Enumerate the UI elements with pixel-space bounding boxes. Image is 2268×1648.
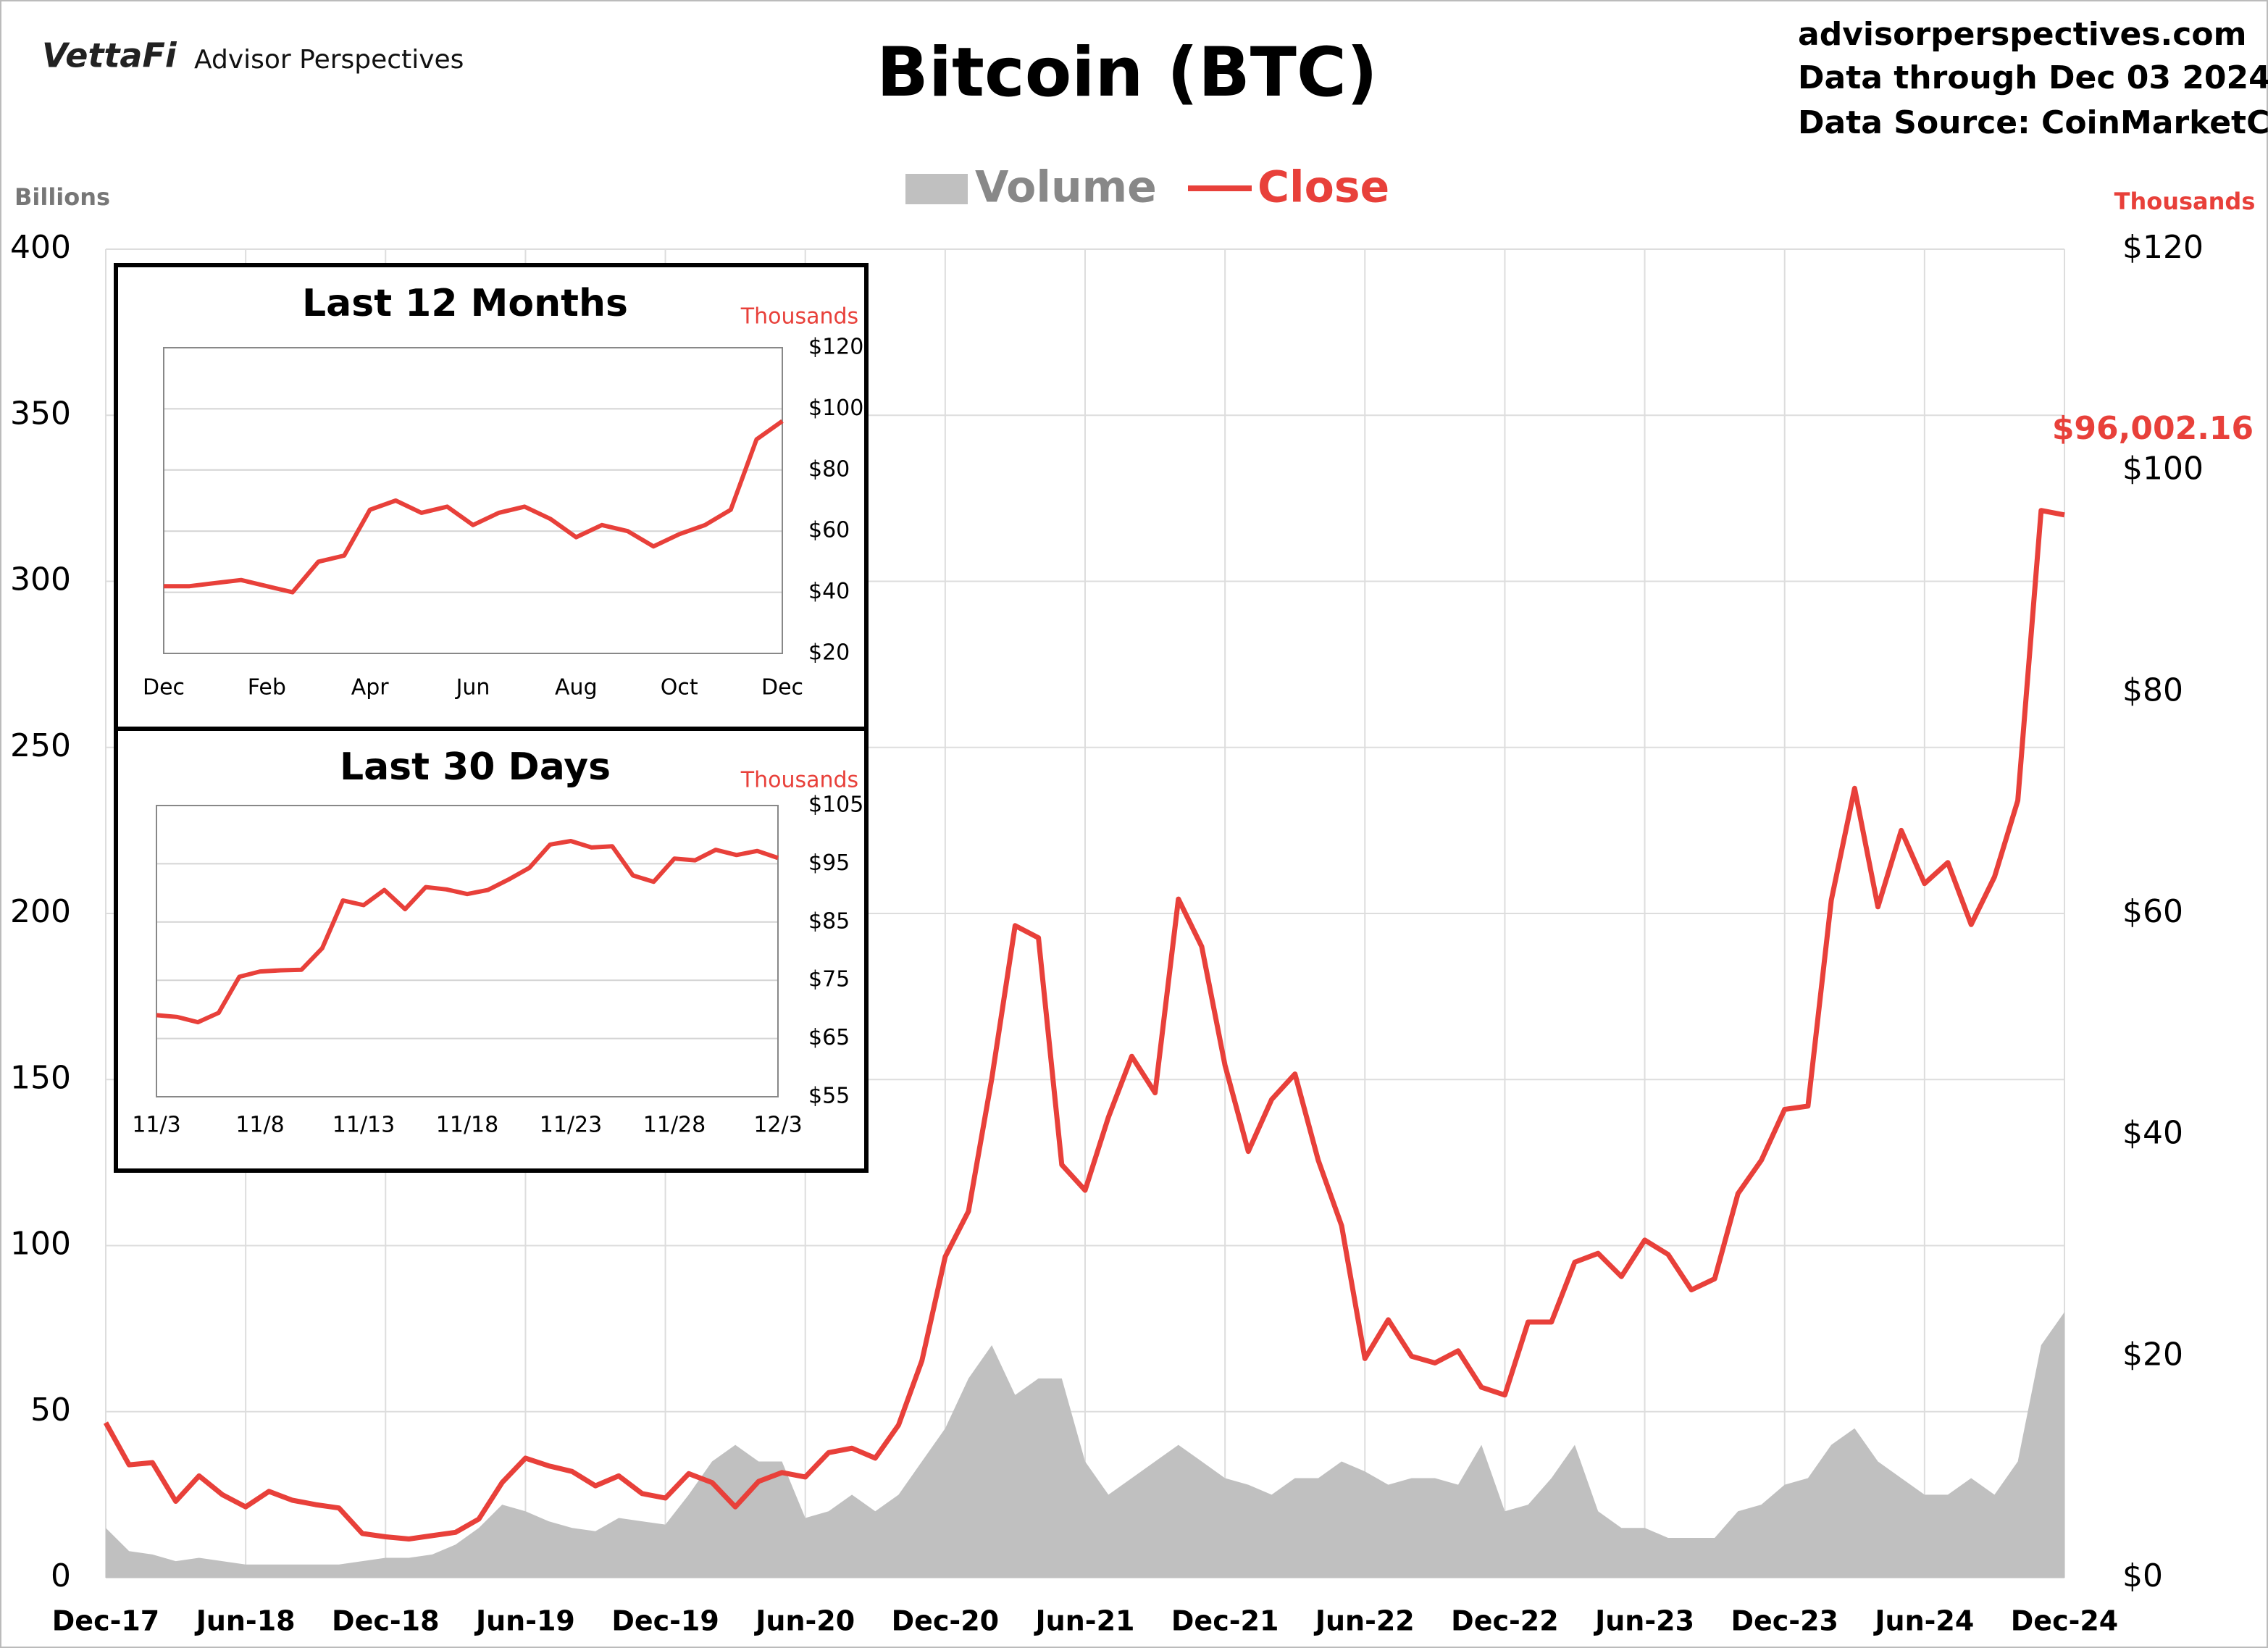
x-tick-label: Jun-24 [1872,1605,1974,1637]
y-tick-label: $65 [808,1025,850,1050]
x-tick-label: Dec-24 [2011,1605,2119,1637]
y-tick-label: 50 [30,1392,71,1429]
x-tick-label: 12/3 [753,1113,802,1138]
inset-y-label: Thousands [740,304,858,330]
chart-title: Bitcoin (BTC) [876,33,1378,112]
data-source: Data Source: CoinMarketCap [1798,104,2268,141]
x-tick-label: Jun-19 [474,1605,575,1637]
close-line [103,508,2065,1542]
close-line [164,419,784,595]
y-tick-label: $95 [808,850,850,876]
x-tick-label: Jun-20 [753,1605,855,1637]
site: advisorperspectives.com [1798,16,2246,53]
plot-border [156,805,779,1097]
inset-box [114,727,869,1173]
x-tick-label: 11/28 [643,1113,706,1138]
x-tick-label: Jun-21 [1034,1605,1135,1637]
y2-axis-label: Thousands [2114,188,2256,215]
x-tick-label: Jun-18 [194,1605,296,1637]
y2-tick-label: $60 [2122,893,2183,930]
x-tick-label: Dec [761,675,803,700]
x-tick-label: 11/3 [132,1113,180,1138]
legend-label: Volume [975,162,1157,213]
y2-tick-label: $80 [2122,672,2183,708]
y-tick-label: $60 [808,518,850,543]
x-tick-label: Dec-20 [892,1605,1000,1637]
data-through: Data through Dec 03 2024 [1798,59,2268,96]
x-tick-label: Jun-23 [1593,1605,1694,1637]
x-tick-label: 11/8 [235,1113,284,1138]
y-tick-label: 150 [10,1059,71,1096]
y-tick-label: $80 [808,456,850,482]
y-tick-label: 350 [10,395,71,432]
x-tick-label: Dec [143,675,185,700]
x-tick-label: Feb [248,675,286,700]
x-tick-label: Dec-22 [1451,1605,1559,1637]
annotation: $96,002.16 [2052,410,2254,447]
x-tick-label: Dec-18 [332,1605,440,1637]
inset-title: Last 30 Days [340,745,611,789]
x-tick-label: Jun [455,675,490,700]
y-axis-label: Billions [14,183,110,211]
x-tick-label: Dec-19 [611,1605,719,1637]
x-tick-label: Dec-17 [52,1605,160,1637]
x-tick-label: Aug [555,675,598,700]
volume-area [106,1312,2064,1578]
inset-y-label: Thousands [740,768,858,793]
close-line [156,839,779,1025]
y-tick-label: 200 [10,893,71,930]
y2-tick-label: $40 [2122,1115,2183,1152]
x-tick-label: 11/18 [436,1113,498,1138]
y-tick-label: $105 [808,792,863,818]
y2-tick-label: $0 [2122,1557,2163,1594]
y-tick-label: $100 [808,396,863,421]
inset-box [114,263,869,731]
y-tick-label: $120 [808,335,863,360]
logo: VettaFi [42,36,177,75]
y-tick-label: $40 [808,579,850,604]
plot-border [163,347,783,654]
x-tick-label: Oct [661,675,698,700]
y2-tick-label: $120 [2122,229,2204,266]
x-tick-label: Dec-21 [1171,1605,1279,1637]
y-tick-label: 400 [10,229,71,266]
y-tick-label: 0 [51,1557,71,1594]
inset-title: Last 12 Months [302,282,628,325]
y2-tick-label: $20 [2122,1336,2183,1373]
x-tick-label: Dec-23 [1731,1605,1838,1637]
x-tick-label: Jun-22 [1313,1605,1415,1637]
y-tick-label: $55 [808,1084,850,1109]
x-tick-label: 11/23 [540,1113,602,1138]
y-tick-label: 250 [10,727,71,764]
x-tick-label: 11/13 [332,1113,395,1138]
y-tick-label: 100 [10,1226,71,1263]
legend-label: Close [1258,162,1389,213]
y-tick-label: 300 [10,561,71,598]
y-tick-label: $85 [808,908,850,934]
y-tick-label: $20 [808,640,850,666]
y2-tick-label: $100 [2122,451,2204,488]
brand: Advisor Perspectives [194,45,464,75]
legend-swatch [905,174,968,204]
x-tick-label: Apr [351,675,390,700]
y-tick-label: $75 [808,967,850,992]
